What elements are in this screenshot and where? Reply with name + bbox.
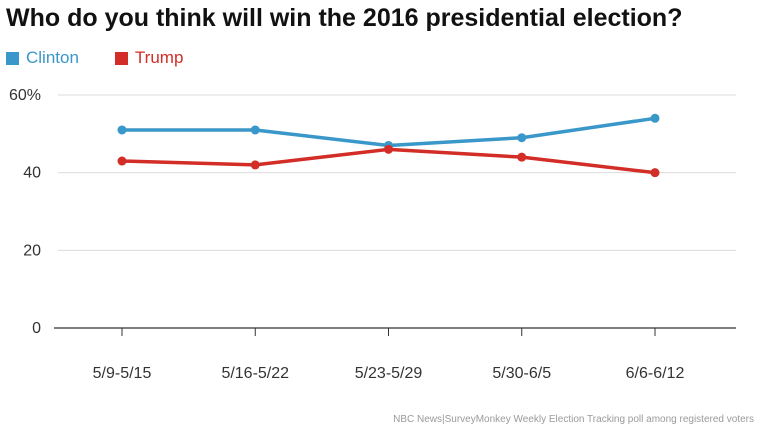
x-tick-label: 5/16-5/22	[221, 365, 289, 382]
data-point-clinton	[251, 125, 260, 134]
y-tick-label: 0	[32, 320, 41, 337]
data-point-clinton	[118, 125, 127, 134]
x-tick-label: 5/23-5/29	[355, 365, 423, 382]
y-tick-label: 60%	[9, 87, 41, 104]
y-tick-label: 20	[23, 242, 41, 259]
x-tick-label: 6/6-6/12	[626, 365, 685, 382]
data-point-trump	[651, 168, 660, 177]
data-point-trump	[118, 157, 127, 166]
y-tick-label: 40	[23, 165, 41, 182]
data-point-clinton	[651, 114, 660, 123]
data-point-clinton	[517, 133, 526, 142]
x-tick-label: 5/9-5/15	[93, 365, 152, 382]
line-chart: 60% 40 20 0 5/9-5/15 5/16-5/22 5/23-5/29 5/30-6…	[0, 0, 760, 428]
x-tick-label: 5/30-6/5	[492, 365, 551, 382]
source-note: NBC News|SurveyMonkey Weekly Election Tr…	[393, 414, 754, 425]
data-point-trump	[251, 160, 260, 169]
data-point-trump	[517, 153, 526, 162]
data-point-trump	[384, 145, 393, 154]
